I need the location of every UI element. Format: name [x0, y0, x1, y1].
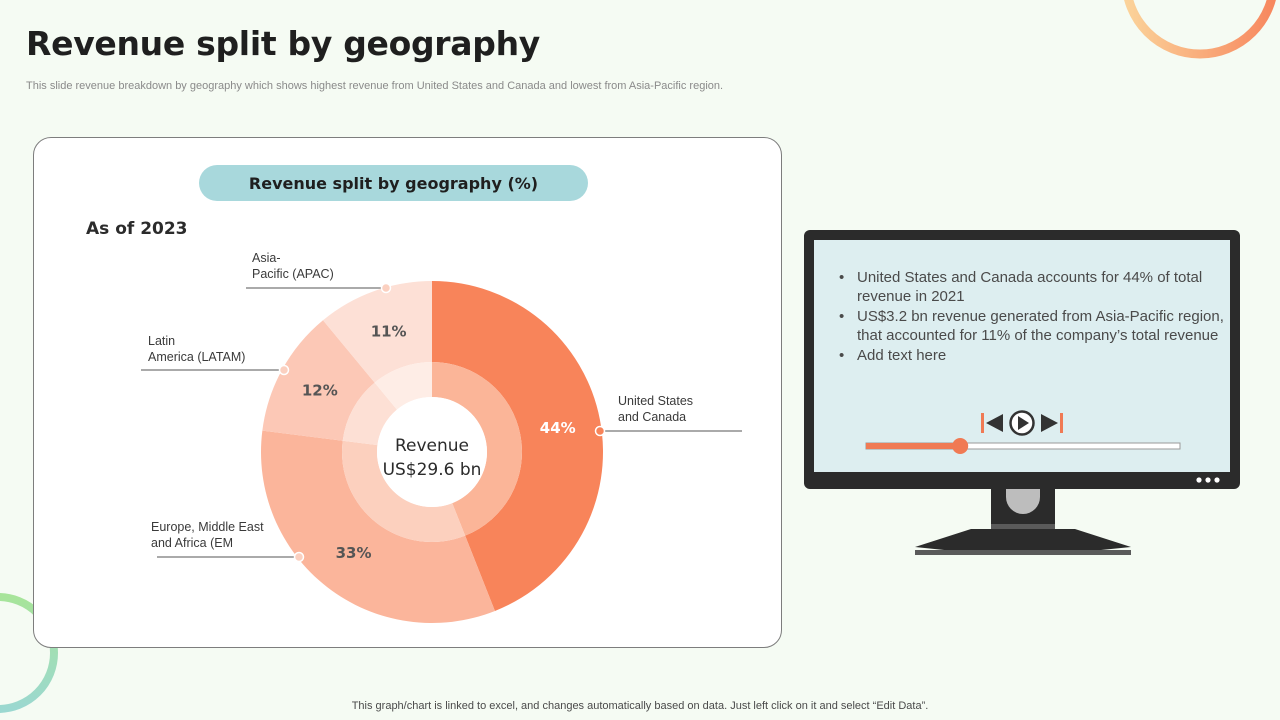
pie-inner-slice[interactable] [432, 362, 522, 536]
donut-chart[interactable]: 44% 33% 12% 11% Revenue US$29.6 bn [34, 138, 783, 649]
pie-slice[interactable] [323, 281, 432, 383]
progress-knob[interactable] [952, 438, 969, 454]
progress-fill [866, 443, 961, 449]
monitor-button [1196, 477, 1202, 483]
category-label-latam: Latin America (LATAM) [148, 334, 246, 364]
leader-dot [380, 282, 392, 294]
monitor-button [1205, 477, 1211, 483]
data-label: 12% [302, 381, 338, 399]
pie-inner-slice[interactable] [342, 382, 397, 446]
monitor-bullet-list: United States and Canada accounts for 44… [836, 268, 1227, 365]
pie-slice[interactable] [262, 320, 375, 441]
center-label-revenue: Revenue [395, 436, 469, 456]
leader-dot [594, 425, 606, 437]
donut-hole [377, 397, 487, 507]
previous-icon[interactable] [981, 413, 1003, 433]
center-label-amount: US$29.6 bn [383, 460, 482, 480]
decorative-ring-bottom-left [0, 593, 58, 713]
pie-slice[interactable] [432, 281, 604, 611]
data-label: 11% [371, 323, 407, 341]
chart-header-pill: Revenue split by geography (%) [199, 165, 588, 201]
monitor-neck-cutout [1006, 489, 1040, 514]
decorative-ring-top-right [1124, 0, 1276, 59]
page-subtitle: This slide revenue breakdown by geograph… [26, 80, 724, 92]
monitor-base-stripe [915, 550, 1131, 555]
play-icon[interactable] [1009, 410, 1035, 436]
monitor-button [1214, 477, 1220, 483]
category-label-us-canada: United States and Canada [618, 394, 694, 424]
leader-dot [293, 551, 305, 563]
footer-note: This graph/chart is linked to excel, and… [351, 700, 929, 712]
next-icon[interactable] [1041, 413, 1063, 433]
as-of-label: As of 2023 [86, 219, 188, 239]
category-label-apac: Asia- Pacific (APAC) [252, 251, 334, 281]
page-title: Revenue split by geography [26, 24, 540, 63]
leader-dot [278, 364, 290, 376]
pie-inner-slice[interactable] [374, 362, 432, 410]
bullet-item: Add text here [839, 346, 1227, 366]
data-label: 33% [336, 544, 372, 562]
monitor-neck-stripe [991, 524, 1055, 529]
category-label-emea: Europe, Middle East and Africa (EM [151, 520, 264, 550]
pie-slice[interactable] [260, 430, 495, 623]
bullet-item: United States and Canada accounts for 44… [839, 268, 1227, 307]
bullet-item: US$3.2 bn revenue generated from Asia-Pa… [839, 307, 1227, 346]
pie-inner-slice[interactable] [342, 440, 466, 542]
chart-card[interactable]: Revenue split by geography (%) As of 202… [33, 137, 782, 648]
monitor-base [915, 529, 1131, 551]
data-label: 44% [540, 419, 576, 437]
